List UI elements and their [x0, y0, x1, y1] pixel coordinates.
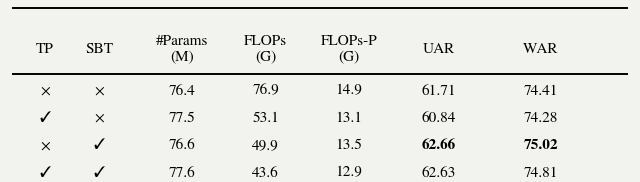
Text: 74.81: 74.81	[524, 166, 558, 180]
Text: 61.71: 61.71	[421, 84, 456, 98]
Text: 53.1: 53.1	[252, 112, 279, 125]
Text: 76.9: 76.9	[252, 84, 279, 98]
Text: ✓: ✓	[93, 166, 105, 180]
Text: 49.9: 49.9	[252, 139, 279, 152]
Text: 75.02: 75.02	[524, 139, 558, 152]
Text: 12.9: 12.9	[335, 166, 362, 180]
Text: 76.4: 76.4	[169, 84, 196, 98]
Text: ✓: ✓	[39, 166, 51, 180]
Text: ×: ×	[40, 139, 50, 152]
Text: #Params
(M): #Params (M)	[156, 35, 209, 64]
Text: 74.28: 74.28	[524, 112, 558, 125]
Text: 77.5: 77.5	[169, 112, 196, 125]
Text: ×: ×	[40, 84, 50, 98]
Text: WAR: WAR	[523, 42, 559, 56]
Text: 77.6: 77.6	[169, 166, 196, 180]
Text: TP: TP	[36, 42, 54, 56]
Text: ✓: ✓	[93, 139, 105, 152]
Text: ×: ×	[94, 84, 104, 98]
Text: 14.9: 14.9	[335, 84, 362, 98]
Text: ×: ×	[94, 112, 104, 125]
Text: 62.63: 62.63	[421, 166, 456, 180]
Text: 76.6: 76.6	[169, 139, 196, 152]
Text: 43.6: 43.6	[252, 166, 279, 180]
Text: 74.41: 74.41	[524, 84, 558, 98]
Text: FLOPs-P
(G): FLOPs-P (G)	[321, 35, 377, 64]
Text: 60.84: 60.84	[421, 112, 456, 125]
Text: 13.1: 13.1	[335, 112, 362, 125]
Text: FLOPs
(G): FLOPs (G)	[244, 35, 287, 64]
Text: UAR: UAR	[422, 42, 454, 56]
Text: 13.5: 13.5	[335, 139, 362, 152]
Text: 62.66: 62.66	[421, 139, 456, 152]
Text: ✓: ✓	[39, 112, 51, 125]
Text: SBT: SBT	[85, 42, 113, 56]
